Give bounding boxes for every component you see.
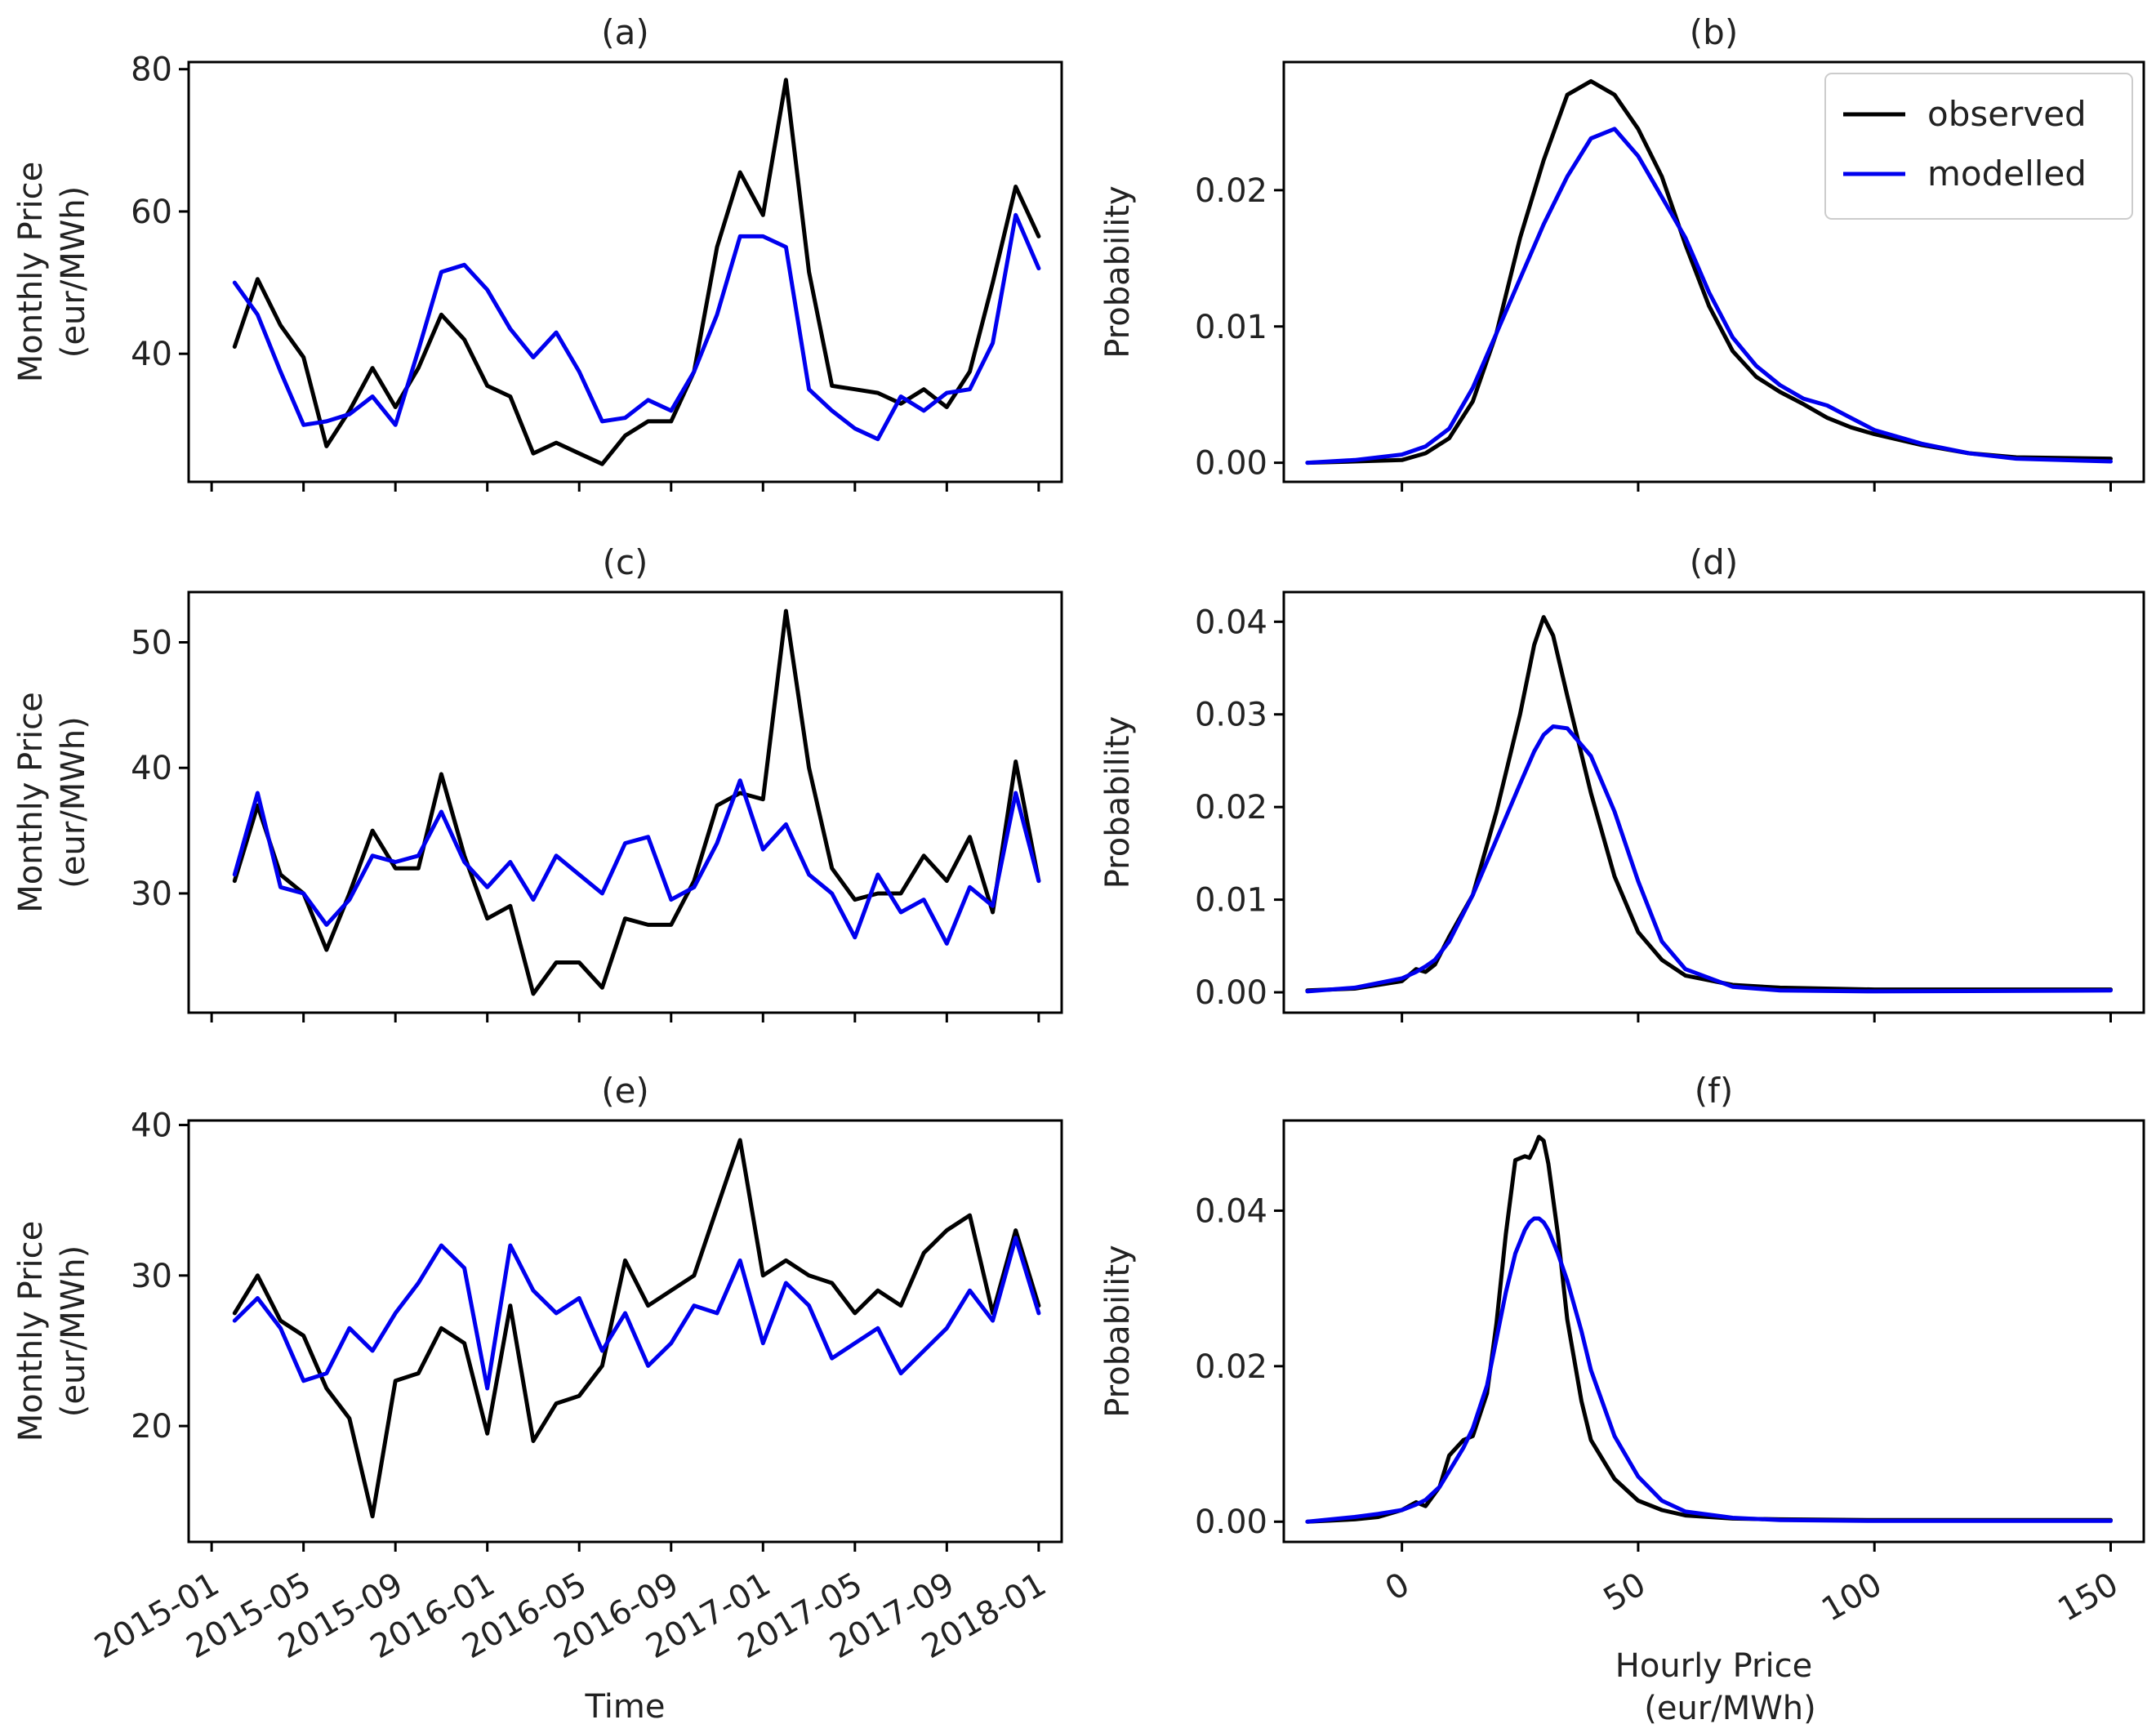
y-tick-label: 40 (131, 336, 172, 373)
series-line-observed (232, 1138, 1041, 1519)
x-tick-label: 0 (1379, 1566, 1416, 1609)
panel-title: (e) (601, 1071, 649, 1111)
y-tick-label: 30 (131, 875, 172, 913)
y-tick-label: 60 (131, 194, 172, 231)
y-tick-label: 0.01 (1195, 882, 1267, 920)
panel-title: (a) (601, 12, 649, 52)
x-tick-label: 100 (1815, 1566, 1888, 1629)
legend-label-observed: observed (1927, 94, 2087, 134)
series-line-observed (1305, 1134, 2113, 1524)
y-tick-label: 0.03 (1195, 697, 1267, 734)
series-line-observed (1305, 78, 2113, 466)
y-tick-label: 80 (131, 51, 172, 89)
panel-b: (b) 0.00 0.01 0.02 Probability observed modell… (1099, 12, 2145, 492)
y-axis-label: (eur/MWh) (55, 1245, 92, 1418)
y-tick-label: 0.01 (1195, 309, 1267, 346)
legend-label-modelled: modelled (1927, 154, 2087, 194)
panel-a: (a) 40 60 80 Monthly Price (eur/MWh) (12, 12, 1063, 492)
y-tick-label: 0.00 (1195, 1504, 1267, 1541)
axes-frame (187, 60, 1063, 483)
panel-title: (d) (1690, 542, 1738, 582)
panel-title: (c) (603, 542, 648, 582)
axes-frame (1282, 60, 2145, 483)
y-axis-label: Probability (1099, 716, 1137, 889)
panel-title: (b) (1690, 12, 1738, 52)
series-line-observed (232, 608, 1041, 996)
panel-title: (f) (1695, 1071, 1734, 1111)
y-tick-label: 0.00 (1195, 974, 1267, 1012)
series-line-modelled (1305, 1216, 2113, 1524)
x-tick-label: 150 (2051, 1566, 2124, 1629)
y-tick-label: 0.04 (1195, 604, 1267, 641)
y-tick-label: 0.02 (1195, 172, 1267, 210)
series-line-modelled (232, 1236, 1041, 1391)
y-tick-label: 0.00 (1195, 445, 1267, 483)
legend-box (1824, 73, 2133, 220)
panel-d: (d) 0.00 0.01 0.02 0.03 0.04 Probability (1099, 542, 2145, 1022)
series-line-modelled (232, 778, 1041, 946)
y-axis-label: (eur/MWh) (55, 716, 92, 889)
x-axis-label: Time (585, 1688, 666, 1726)
y-tick-label: 0.02 (1195, 789, 1267, 826)
panel-c: (c) 30 40 50 Monthly Price (eur/MWh) (12, 542, 1063, 1022)
x-tick-label: 50 (1597, 1566, 1652, 1619)
panel-e: (e)2030402015-012015-052015-092016-01201… (12, 1071, 1063, 1726)
y-axis-label: Probability (1099, 185, 1137, 358)
y-tick-label: 30 (131, 1258, 172, 1295)
y-axis-label: Monthly Price (12, 1221, 50, 1441)
axes-frame (1282, 590, 2145, 1014)
y-axis-label: Monthly Price (12, 692, 50, 912)
series-line-observed (1305, 615, 2113, 993)
legend: observed modelled (1824, 73, 2133, 220)
y-tick-label: 0.02 (1195, 1348, 1267, 1386)
y-tick-label: 40 (131, 750, 172, 787)
x-axis-label: (eur/MWh) (1644, 1690, 1816, 1727)
y-tick-label: 50 (131, 624, 172, 662)
y-tick-label: 0.04 (1195, 1192, 1267, 1230)
panel-f: (f) 0.00 0.02 0.04 0 50 100 150 Probability Hourl… (1099, 1071, 2145, 1727)
axes-frame (187, 1119, 1063, 1544)
series-line-modelled (1305, 724, 2113, 994)
series-line-modelled (232, 212, 1041, 442)
y-axis-label: Monthly Price (12, 162, 50, 382)
x-axis-label: Hourly Price (1615, 1647, 1812, 1685)
y-tick-label: 20 (131, 1408, 172, 1446)
axes-frame (1282, 1119, 2145, 1544)
y-axis-label: (eur/MWh) (55, 186, 92, 359)
axes-frame (187, 590, 1063, 1014)
series-line-modelled (1305, 127, 2113, 466)
y-axis-label: Probability (1099, 1245, 1137, 1417)
y-tick-label: 40 (131, 1107, 172, 1145)
